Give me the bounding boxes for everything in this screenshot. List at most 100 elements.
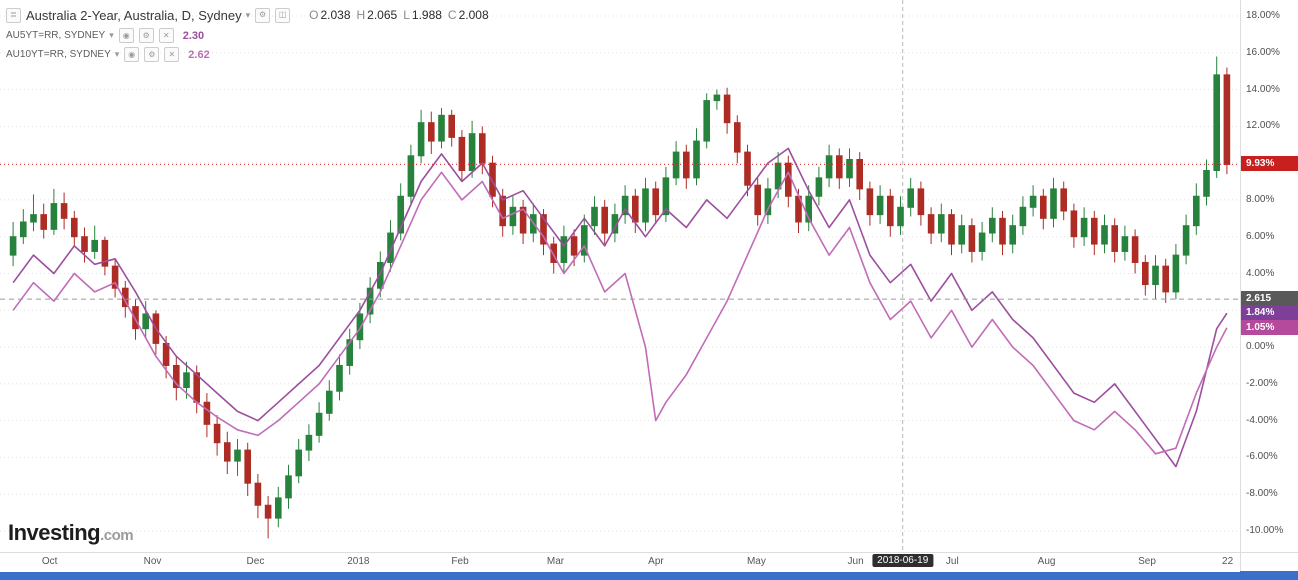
candle-body bbox=[927, 214, 935, 234]
settings-icon[interactable]: ⚙ bbox=[138, 28, 154, 43]
y-axis-label: -4.00% bbox=[1246, 414, 1278, 426]
low-label: L bbox=[403, 8, 410, 22]
candle-body bbox=[234, 449, 241, 462]
series-row-au10yt[interactable]: AU10YT=RR, SYDNEY ▾ ◉ ⚙ ✕ 2.62 bbox=[6, 45, 489, 64]
close-value: 2.008 bbox=[458, 8, 489, 22]
close-icon[interactable]: ✕ bbox=[158, 28, 174, 43]
open-value: 2.038 bbox=[320, 8, 351, 22]
candle-body bbox=[1182, 225, 1190, 256]
candle-body bbox=[30, 214, 37, 223]
y-axis-label: 0.00% bbox=[1246, 341, 1275, 353]
brand-suffix: .com bbox=[100, 527, 134, 544]
candle-body bbox=[856, 158, 864, 190]
candle-body bbox=[713, 94, 721, 102]
price-chart-plot[interactable] bbox=[0, 0, 1240, 552]
visibility-icon[interactable]: ◉ bbox=[118, 28, 134, 43]
candle-body bbox=[315, 412, 323, 436]
candle-body bbox=[1111, 225, 1119, 252]
chevron-down-icon[interactable]: ▾ bbox=[114, 49, 120, 59]
candle-body bbox=[774, 162, 782, 190]
candle-body bbox=[336, 364, 343, 392]
settings-icon[interactable]: ⚙ bbox=[255, 7, 271, 23]
series-name[interactable]: AU5YT=RR, SYDNEY bbox=[6, 30, 106, 41]
candle-body bbox=[91, 239, 99, 252]
candle-body bbox=[81, 236, 88, 252]
candle-body bbox=[162, 342, 170, 366]
axis-corner bbox=[1240, 552, 1298, 572]
y-axis-label: -2.00% bbox=[1246, 377, 1278, 389]
x-axis-label: Jun bbox=[847, 556, 864, 567]
candle-body bbox=[988, 217, 996, 234]
candle-body bbox=[346, 339, 354, 366]
candle-body bbox=[1101, 225, 1108, 245]
high-label: H bbox=[356, 8, 366, 22]
candle-body bbox=[580, 225, 588, 256]
overlay-line-au10yt bbox=[12, 171, 1228, 455]
candle-body bbox=[876, 195, 884, 216]
candle-body bbox=[142, 313, 150, 330]
visibility-icon[interactable]: ◉ bbox=[124, 47, 140, 62]
price-badge: 1.84% bbox=[1241, 305, 1298, 321]
candle-body bbox=[448, 114, 456, 138]
x-axis-label: Oct bbox=[41, 556, 58, 567]
candle-body bbox=[999, 217, 1006, 245]
candle-body bbox=[213, 423, 221, 444]
price-badge: 2.615 bbox=[1241, 291, 1298, 307]
candle-body bbox=[427, 122, 435, 142]
series-value: 2.62 bbox=[188, 48, 210, 61]
brand-name: Investing bbox=[8, 520, 101, 545]
x-axis-label: May bbox=[746, 556, 766, 567]
y-axis-label: 6.00% bbox=[1246, 230, 1275, 242]
symbol-title[interactable]: Australia 2-Year, Australia, D, Sydney bbox=[26, 7, 242, 23]
candle-body bbox=[948, 214, 955, 245]
candle-body bbox=[560, 236, 568, 263]
overlay-line-au5yt bbox=[12, 147, 1228, 468]
candle-body bbox=[274, 497, 282, 519]
open-label: O bbox=[309, 8, 319, 22]
candle-body bbox=[733, 122, 741, 153]
candle-body bbox=[784, 162, 792, 197]
candle-body bbox=[478, 133, 486, 164]
candle-body bbox=[1121, 236, 1129, 252]
series-name[interactable]: AU10YT=RR, SYDNEY bbox=[6, 49, 111, 60]
candle-body bbox=[509, 206, 517, 227]
candle-body bbox=[968, 225, 976, 252]
price-axis[interactable]: -10.00%-8.00%-6.00%-4.00%-2.00%0.00%2.00… bbox=[1240, 0, 1298, 552]
candle-body bbox=[1019, 206, 1027, 227]
candle-body bbox=[489, 162, 496, 197]
candle-body bbox=[570, 236, 578, 256]
candle-body bbox=[407, 155, 415, 197]
y-axis-label: 12.00% bbox=[1246, 120, 1280, 132]
candle-body bbox=[886, 195, 894, 227]
time-axis[interactable]: Oct Nov Dec 2018 Feb Mar Apr May Jun Jul Aug Sep 22 2… bbox=[0, 552, 1240, 572]
ohlc-values: O 2.038 H 2.065 L 1.988 C 2.008 bbox=[303, 8, 489, 22]
candle-body bbox=[723, 94, 731, 124]
candle-body bbox=[540, 214, 547, 245]
y-axis-label: 4.00% bbox=[1246, 267, 1275, 279]
symbol-header-row[interactable]: ≣ Australia 2-Year, Australia, D, Sydney… bbox=[6, 4, 489, 26]
candle-body bbox=[9, 236, 17, 256]
series-row-au5yt[interactable]: AU5YT=RR, SYDNEY ▾ ◉ ⚙ ✕ 2.30 bbox=[6, 26, 489, 45]
candle-body bbox=[183, 372, 190, 389]
candle-body bbox=[937, 214, 945, 234]
candle-body bbox=[1203, 170, 1210, 197]
candle-body bbox=[1213, 74, 1221, 171]
price-badge: 1.05% bbox=[1241, 319, 1298, 335]
candle-body bbox=[1152, 265, 1159, 286]
chevron-down-icon[interactable]: ▾ bbox=[245, 9, 251, 20]
candle-body bbox=[682, 151, 690, 179]
candle-body bbox=[897, 206, 904, 227]
bottom-bar bbox=[0, 571, 1298, 580]
candle-body bbox=[591, 206, 598, 227]
settings-icon[interactable]: ⚙ bbox=[144, 47, 160, 62]
snapshot-icon[interactable]: ◫ bbox=[275, 7, 291, 23]
symbol-menu-icon[interactable]: ≣ bbox=[6, 7, 21, 23]
candle-body bbox=[244, 449, 252, 484]
candle-body bbox=[397, 195, 405, 234]
candle-body bbox=[305, 434, 313, 451]
x-axis-label: Nov bbox=[143, 556, 162, 567]
x-axis-label: Dec bbox=[246, 556, 265, 567]
chevron-down-icon[interactable]: ▾ bbox=[109, 30, 114, 40]
y-axis-label: 16.00% bbox=[1246, 46, 1280, 58]
close-icon[interactable]: ✕ bbox=[164, 47, 180, 62]
